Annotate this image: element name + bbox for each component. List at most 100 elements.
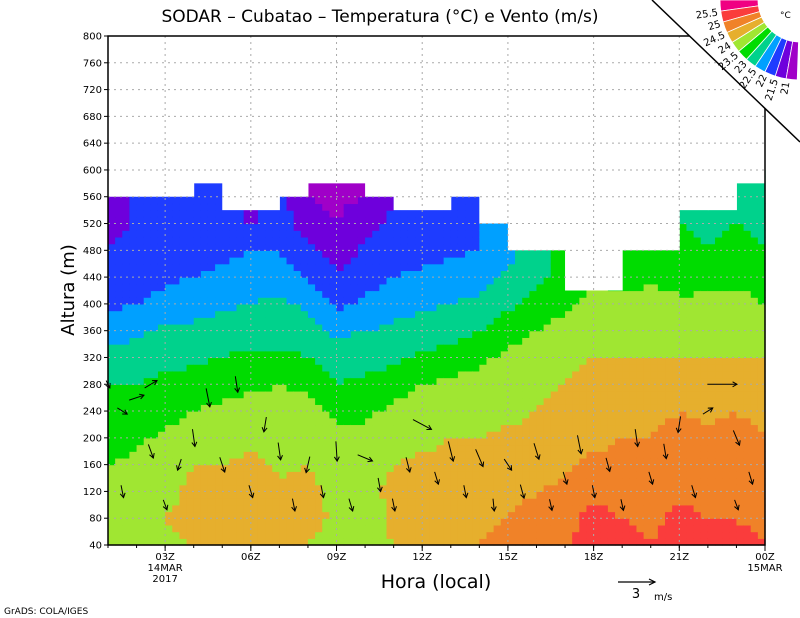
contour-cell (422, 504, 430, 513)
contour-cell (429, 317, 438, 325)
contour-cell (372, 344, 380, 352)
contour-cell (450, 223, 459, 231)
contour-cell (643, 350, 652, 359)
contour-cell (493, 344, 502, 352)
contour-cell (665, 364, 673, 372)
contour-cell (250, 390, 259, 399)
contour-cell (693, 223, 702, 231)
contour-cell (172, 290, 181, 298)
contour-cell (415, 444, 423, 452)
contour-cell (507, 404, 516, 412)
contour-cell (450, 203, 459, 211)
contour-cell (293, 257, 302, 265)
contour-cell (543, 498, 552, 506)
contour-cell (165, 216, 173, 225)
contour-cell (307, 310, 316, 318)
contour-cell (507, 303, 516, 312)
contour-cell (729, 518, 738, 526)
contour-cell (729, 223, 738, 231)
contour-cell (122, 257, 131, 265)
contour-cell (165, 317, 173, 325)
contour-cell (743, 451, 752, 459)
contour-cell (686, 330, 695, 338)
contour-cell (400, 223, 409, 231)
contour-cell (665, 384, 673, 392)
contour-cell (229, 283, 238, 292)
contour-cell (336, 230, 345, 238)
contour-cell (629, 498, 638, 506)
contour-cell (407, 230, 416, 238)
contour-cell (108, 270, 116, 278)
contour-cell (250, 411, 259, 419)
contour-cell (307, 243, 316, 251)
contour-cell (307, 538, 316, 546)
contour-cell (600, 411, 609, 419)
contour-cell (322, 457, 330, 466)
contour-cell (457, 350, 466, 359)
contour-cell (329, 424, 338, 432)
contour-cell (722, 431, 730, 439)
contour-cell (229, 431, 238, 439)
contour-cell (565, 303, 573, 312)
contour-cell (557, 518, 566, 526)
contour-cell (529, 357, 538, 365)
contour-cell (543, 377, 552, 385)
contour-cell (243, 350, 252, 359)
contour-cell (593, 417, 602, 426)
contour-cell (136, 431, 145, 439)
contour-cell (307, 464, 316, 472)
contour-cell (500, 337, 509, 345)
contour-cell (386, 377, 395, 385)
contour-cell (379, 491, 388, 499)
contour-cell (622, 538, 630, 546)
contour-cell (650, 404, 659, 412)
contour-cell (429, 364, 438, 372)
contour-cell (157, 350, 166, 359)
contour-cell (243, 511, 252, 519)
contour-cell (207, 203, 216, 211)
contour-cell (457, 431, 466, 439)
contour-cell (707, 297, 716, 305)
contour-cell (300, 290, 309, 298)
contour-cell (386, 216, 395, 225)
contour-cell (450, 323, 459, 332)
contour-cell (272, 538, 280, 546)
contour-cell (629, 290, 638, 298)
contour-cell (122, 457, 131, 466)
contour-cell (550, 297, 559, 305)
contour-cell (257, 377, 266, 385)
contour-cell (350, 283, 359, 292)
contour-cell (250, 451, 259, 459)
contour-cell (715, 223, 723, 231)
contour-cell (207, 491, 216, 499)
contour-cell (479, 411, 488, 419)
contour-cell (200, 283, 209, 292)
contour-cell (122, 223, 131, 231)
contour-cell (122, 478, 131, 486)
contour-cell (257, 444, 266, 452)
contour-cell (257, 303, 266, 312)
contour-cell (365, 250, 373, 258)
contour-cell (593, 518, 602, 526)
contour-cell (415, 491, 423, 499)
contour-cell (279, 243, 288, 251)
contour-cell (143, 471, 152, 479)
contour-cell (557, 411, 566, 419)
contour-cell (550, 457, 559, 466)
contour-cell (536, 323, 545, 332)
contour-cell (157, 457, 166, 466)
contour-cell (379, 330, 388, 338)
contour-cell (407, 344, 416, 352)
contour-cell (579, 444, 588, 452)
contour-cell (436, 230, 445, 238)
contour-cell (257, 210, 266, 218)
contour-cell (743, 518, 752, 526)
contour-cell (629, 511, 638, 519)
contour-cell (650, 397, 659, 405)
contour-cell (172, 498, 181, 506)
contour-cell (122, 290, 131, 298)
contour-cell (272, 270, 280, 278)
contour-cell (172, 478, 181, 486)
contour-cell (279, 290, 288, 298)
contour-cell (593, 411, 602, 419)
